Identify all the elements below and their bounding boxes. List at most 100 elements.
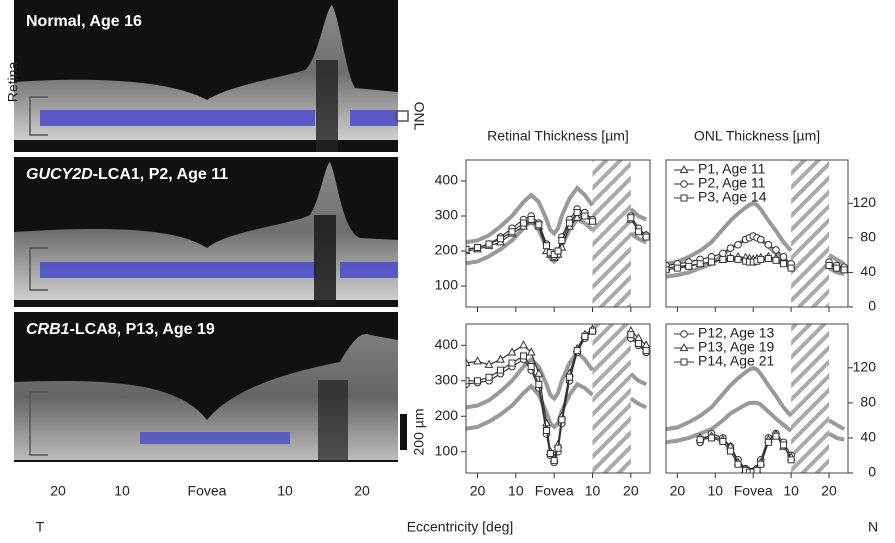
- marker: [466, 357, 471, 367]
- marker: [497, 366, 504, 374]
- y-tick-label: 40: [860, 263, 876, 279]
- chart-title: Retinal Thickness [µm]: [487, 128, 629, 144]
- marker: [685, 262, 693, 270]
- y-tick-label: 400: [435, 172, 459, 188]
- marker: [473, 356, 482, 365]
- marker: [581, 332, 589, 340]
- marker: [719, 249, 727, 258]
- marker: [554, 247, 562, 255]
- plot-frame: [465, 159, 651, 308]
- marker: [780, 260, 788, 268]
- marker: [550, 457, 558, 465]
- retina-label: Retina: [5, 62, 21, 103]
- y-tick-label: 0: [868, 464, 876, 480]
- plot-frame: [465, 323, 651, 474]
- marker: [840, 266, 848, 274]
- x-tick-label: 20: [670, 483, 686, 499]
- marker: [485, 240, 493, 248]
- marker: [535, 221, 543, 229]
- marker: [508, 359, 516, 367]
- onl-label: ONL: [411, 102, 427, 131]
- y-tick-label: 200: [435, 242, 459, 258]
- retina-bracket: [29, 96, 409, 456]
- oct-tick-label: Fovea: [188, 483, 227, 499]
- marker: [543, 242, 550, 250]
- y-tick-label: 0: [868, 298, 876, 314]
- marker: [527, 216, 535, 223]
- marker: [573, 209, 581, 216]
- hatch-region: [592, 324, 631, 473]
- marker: [497, 235, 504, 243]
- plot-frame: [665, 323, 849, 474]
- marker: [572, 212, 582, 221]
- oct-label-rest: -LCA8, P13, Age 19: [70, 321, 215, 338]
- x-tick-label: 20: [470, 483, 486, 499]
- marker: [764, 240, 773, 249]
- marker: [635, 340, 642, 348]
- marker: [756, 235, 765, 244]
- legend-marker: [680, 180, 688, 188]
- y-tick-label: 120: [853, 359, 877, 375]
- x-tick-label: 10: [508, 483, 524, 499]
- oct-tick-label: 20: [354, 483, 370, 499]
- legend-marker: [679, 164, 689, 174]
- marker: [573, 347, 581, 355]
- oct-image: CRB1-LCA8, P13, Age 19: [14, 312, 398, 462]
- marker: [825, 261, 833, 269]
- oct-image: GUCY2D-LCA1, P2, Age 11: [14, 157, 398, 307]
- plot-area: [666, 365, 846, 473]
- marker: [708, 434, 715, 442]
- oct-label: Normal, Age 16: [26, 13, 142, 30]
- hatch-region: [791, 324, 830, 473]
- scale-label: 200 µm: [411, 409, 427, 456]
- marker: [696, 260, 704, 268]
- marker: [734, 460, 742, 468]
- marker: [519, 340, 528, 349]
- marker: [485, 373, 493, 381]
- marker: [566, 373, 573, 381]
- normal-limit: [666, 365, 846, 432]
- normal-limit: [666, 400, 845, 445]
- marker: [734, 240, 742, 249]
- x-tick-label: 10: [783, 483, 799, 499]
- oct-tick-label: 10: [277, 483, 293, 499]
- marker: [772, 432, 780, 440]
- y-tick-label: 100: [435, 442, 459, 458]
- side-label: N: [868, 519, 878, 535]
- marker: [642, 347, 650, 355]
- marker: [535, 380, 543, 388]
- x-tick-label: Fovea: [734, 483, 773, 499]
- scale-bar: [400, 414, 407, 450]
- marker: [734, 255, 742, 263]
- oct-tick-label: 20: [50, 483, 66, 499]
- x-tick-label: 20: [623, 483, 639, 499]
- y-tick-label: 40: [860, 429, 876, 445]
- marker: [772, 256, 780, 264]
- marker: [719, 255, 727, 263]
- marker: [753, 466, 761, 473]
- marker: [484, 359, 494, 368]
- marker: [779, 253, 788, 261]
- y-tick-label: 300: [435, 207, 459, 223]
- marker: [787, 264, 795, 272]
- marker: [666, 266, 670, 274]
- oct-label: CRB1-LCA8, P13, Age 19: [26, 321, 215, 338]
- plot-area: [466, 185, 650, 266]
- marker: [466, 377, 470, 385]
- y-tick-label: 300: [435, 371, 459, 387]
- x-axis-label: Eccentricity [deg]: [407, 519, 514, 535]
- marker: [642, 233, 650, 241]
- legend-marker: [680, 194, 688, 202]
- x-tick-label: Fovea: [535, 483, 574, 499]
- normal-limit: [466, 381, 648, 431]
- marker: [474, 244, 481, 251]
- legend-marker: [680, 330, 688, 338]
- y-tick-label: 400: [435, 336, 459, 352]
- normal-limit: [466, 349, 648, 410]
- marker: [726, 255, 734, 263]
- normal-limit: [466, 185, 648, 245]
- marker: [589, 327, 596, 335]
- marker: [554, 444, 562, 452]
- marker: [708, 258, 715, 266]
